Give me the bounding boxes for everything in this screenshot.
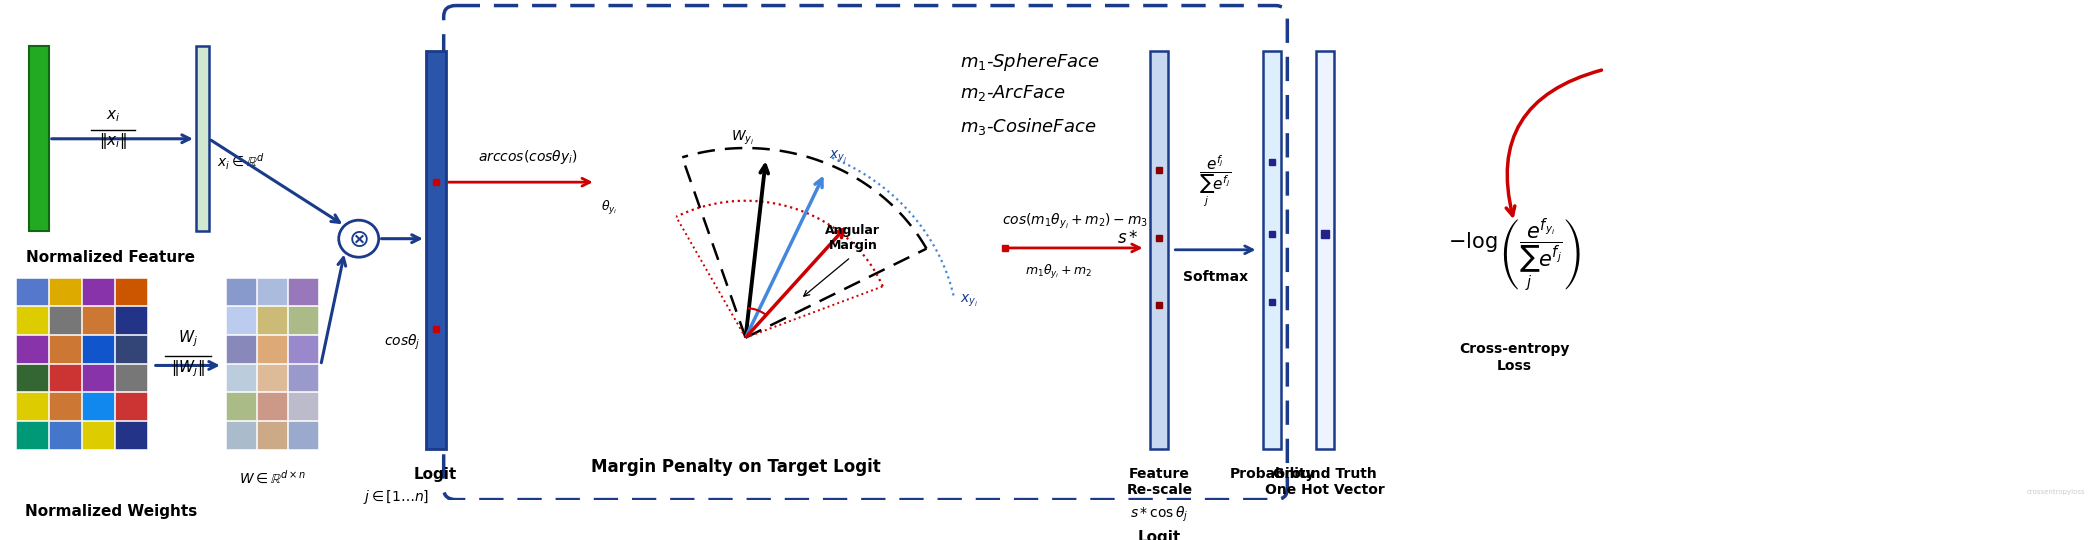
Text: $-\log\left(\dfrac{e^{f_{y_i}}}{\sum_j e^{f_j}}\right)$: $-\log\left(\dfrac{e^{f_{y_i}}}{\sum_j e… (1448, 216, 1582, 293)
Bar (289, 306, 318, 334)
Bar (82, 278, 113, 305)
Text: $cos\theta_j$: $cos\theta_j$ (385, 333, 420, 353)
Bar (226, 306, 255, 334)
Circle shape (339, 220, 379, 257)
Text: Margin Penalty on Target Logit: Margin Penalty on Target Logit (590, 458, 881, 476)
Bar (82, 335, 113, 363)
Bar (226, 335, 255, 363)
Bar (115, 306, 146, 334)
Bar (82, 392, 113, 420)
Text: Probability: Probability (1230, 467, 1316, 481)
Bar (115, 335, 146, 363)
Text: $x_i \in \mathbb{R}^d$: $x_i \in \mathbb{R}^d$ (218, 152, 264, 172)
Text: Normalized Feature: Normalized Feature (27, 250, 195, 265)
Bar (226, 421, 255, 449)
Bar (115, 363, 146, 392)
Text: crossentropyloss: crossentropyloss (2027, 489, 2086, 495)
Bar (289, 363, 318, 392)
Bar (82, 421, 113, 449)
Bar (17, 392, 48, 420)
Text: Feature
Re-scale: Feature Re-scale (1125, 467, 1192, 497)
Bar (257, 278, 287, 305)
Bar (289, 421, 318, 449)
Bar (115, 278, 146, 305)
Bar (257, 392, 287, 420)
Bar (1151, 51, 1169, 449)
Text: Normalized Weights: Normalized Weights (25, 504, 197, 519)
Text: $\|x_i\|$: $\|x_i\|$ (98, 131, 128, 151)
Text: Angular
Margin: Angular Margin (826, 224, 881, 252)
Bar (48, 278, 82, 305)
Text: Logit: Logit (1138, 530, 1182, 540)
Text: $\otimes$: $\otimes$ (349, 228, 368, 252)
Bar (289, 392, 318, 420)
Bar (425, 51, 446, 449)
Text: $W \in \mathbb{R}^{d \times n}$: $W \in \mathbb{R}^{d \times n}$ (238, 470, 305, 487)
Bar (48, 421, 82, 449)
Bar (48, 363, 82, 392)
Text: $m_2$-ArcFace: $m_2$-ArcFace (960, 83, 1067, 103)
Bar (29, 46, 48, 231)
Text: $\theta_{y_i}$: $\theta_{y_i}$ (600, 199, 617, 217)
Bar (48, 392, 82, 420)
Text: $m_3$-CosineFace: $m_3$-CosineFace (960, 116, 1096, 137)
Bar (17, 363, 48, 392)
Text: $\|W_j\|$: $\|W_j\|$ (172, 358, 205, 379)
Bar (17, 335, 48, 363)
Bar (82, 363, 113, 392)
Bar (82, 306, 113, 334)
Text: $m_1\theta_{y_i} + m_2$: $m_1\theta_{y_i} + m_2$ (1025, 263, 1092, 281)
Text: Ground Truth
One Hot Vector: Ground Truth One Hot Vector (1266, 467, 1385, 497)
Text: $W_j$: $W_j$ (178, 328, 199, 349)
Text: Logit: Logit (414, 467, 458, 482)
Bar (257, 306, 287, 334)
Bar (48, 335, 82, 363)
Bar (289, 278, 318, 305)
Text: $j \in [1 \ldots n]$: $j \in [1 \ldots n]$ (362, 488, 429, 505)
Bar (48, 306, 82, 334)
Text: $\dfrac{e^{f_j}}{\sum_j e^{f_j}}$: $\dfrac{e^{f_j}}{\sum_j e^{f_j}}$ (1199, 153, 1232, 209)
Text: $x_{y_i}$: $x_{y_i}$ (960, 293, 977, 309)
Bar (226, 392, 255, 420)
Bar (197, 46, 209, 231)
Text: $x_i$: $x_i$ (107, 109, 119, 124)
Text: Cross-entropy
Loss: Cross-entropy Loss (1458, 342, 1569, 373)
Bar (115, 392, 146, 420)
Bar (115, 421, 146, 449)
Text: $W_{y_i}$: $W_{y_i}$ (730, 129, 753, 147)
Bar (226, 363, 255, 392)
Text: $cos(m_1\theta_{y_i} + m_2) - m_3$: $cos(m_1\theta_{y_i} + m_2) - m_3$ (1002, 212, 1149, 231)
Text: $m_1$-SphereFace: $m_1$-SphereFace (960, 51, 1100, 73)
Text: $arccos(cos\theta y_i)$: $arccos(cos\theta y_i)$ (477, 148, 577, 166)
Text: $x_{y_i}$: $x_{y_i}$ (828, 149, 847, 165)
Bar (17, 421, 48, 449)
Text: $s * \cos\theta_j$: $s * \cos\theta_j$ (1130, 504, 1188, 523)
Bar (289, 335, 318, 363)
Bar (17, 306, 48, 334)
Bar (1316, 51, 1335, 449)
Bar (257, 421, 287, 449)
Bar (1264, 51, 1280, 449)
Bar (17, 278, 48, 305)
Text: Softmax: Softmax (1182, 270, 1249, 284)
Bar (257, 363, 287, 392)
Text: $s *$: $s *$ (1117, 229, 1138, 247)
Bar (257, 335, 287, 363)
Bar (226, 278, 255, 305)
